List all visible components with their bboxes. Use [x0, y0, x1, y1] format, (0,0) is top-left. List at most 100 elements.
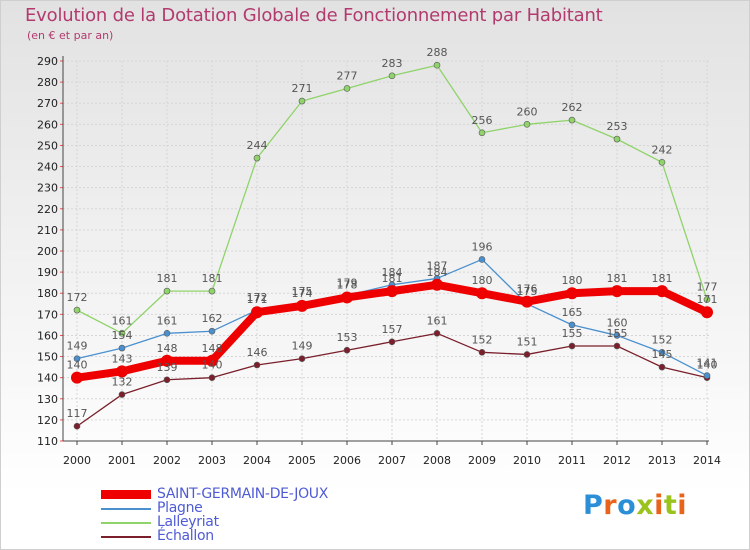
data-point-plagne-2011: [568, 321, 576, 329]
y-tick-label-280: 280: [37, 76, 58, 89]
data-label-lalleyriat-2008: 288: [427, 46, 448, 59]
data-label-echallon-2010: 151: [517, 335, 538, 348]
legend-label-saint-germain: SAINT-GERMAIN-DE-JOUX: [157, 486, 329, 502]
x-tick-label-2010: 2010: [513, 454, 541, 467]
data-label-plagne-2014: 141: [697, 357, 718, 370]
data-point-lalleyriat-2012: [613, 135, 621, 143]
x-tick-label-2008: 2008: [423, 454, 451, 467]
data-point-plagne-2014: [703, 372, 711, 379]
data-point-plagne-2001: [118, 344, 126, 352]
data-point-plagne-2002: [163, 330, 171, 337]
y-tick-label-290: 290: [37, 55, 58, 68]
data-label-plagne-2013: 152: [652, 333, 673, 346]
legend-item-saint-germain[interactable]: SAINT-GERMAIN-DE-JOUX: [101, 486, 401, 503]
data-label-plagne-2004: 172: [247, 291, 268, 304]
data-label-plagne-2011: 165: [562, 306, 583, 319]
data-label-plagne-2009: 196: [472, 240, 493, 253]
y-tick-label-110: 110: [37, 435, 58, 448]
legend-label-plagne: Plagne: [157, 500, 203, 516]
legend-swatch-plagne: [101, 508, 151, 510]
data-point-echallon-2008: [433, 330, 441, 337]
y-tick-label-270: 270: [37, 97, 58, 110]
data-point-saint-germain-de-joux-2000: [71, 371, 83, 384]
data-point-plagne-2013: [658, 349, 666, 356]
data-point-saint-germain-de-joux-2002: [161, 354, 173, 367]
data-label-echallon-2009: 152: [472, 333, 493, 346]
data-label-lalleyriat-2011: 262: [562, 101, 583, 114]
data-point-echallon-2011: [568, 342, 576, 350]
y-tick-label-130: 130: [37, 393, 58, 406]
data-point-lalleyriat-2006: [343, 85, 351, 92]
data-point-echallon-2012: [613, 342, 621, 350]
data-point-plagne-2003: [208, 327, 216, 335]
data-label-lalleyriat-2004: 244: [247, 139, 268, 152]
data-point-plagne-2000: [73, 355, 81, 362]
data-point-saint-germain-de-joux-2005: [296, 299, 308, 312]
data-label-echallon-2003: 140: [202, 359, 223, 372]
data-label-saint-germain-de-joux-2000: 140: [67, 359, 88, 372]
y-tick-label-250: 250: [37, 139, 58, 152]
data-label-echallon-2001: 132: [112, 376, 133, 389]
data-label-echallon-2002: 139: [157, 361, 178, 374]
data-point-plagne-2009: [478, 256, 486, 263]
legend-item-plagne[interactable]: Plagne: [101, 500, 401, 517]
data-point-saint-germain-de-joux-2013: [656, 285, 668, 298]
data-point-lalleyriat-2001: [118, 330, 126, 337]
data-point-echallon-2004: [253, 361, 261, 369]
data-point-lalleyriat-2003: [208, 287, 216, 295]
data-label-plagne-2008: 187: [427, 259, 448, 272]
data-label-lalleyriat-2009: 256: [472, 114, 493, 127]
data-point-saint-germain-de-joux-2001: [116, 365, 128, 378]
x-tick-label-2014: 2014: [693, 454, 721, 467]
data-label-plagne-2002: 161: [157, 314, 178, 327]
data-point-echallon-2005: [298, 355, 306, 362]
data-label-lalleyriat-2003: 181: [202, 272, 223, 285]
data-label-saint-germain-de-joux-2006: 178: [337, 278, 358, 291]
data-point-lalleyriat-2007: [388, 72, 396, 80]
data-point-saint-germain-de-joux-2006: [341, 291, 353, 304]
data-point-lalleyriat-2014: [703, 296, 711, 303]
data-point-lalleyriat-2013: [658, 159, 666, 166]
data-label-plagne-2003: 162: [202, 312, 223, 325]
y-tick-label-220: 220: [37, 203, 58, 216]
data-point-saint-germain-de-joux-2009: [476, 287, 488, 300]
data-point-echallon-2002: [163, 376, 171, 384]
data-label-lalleyriat-2013: 242: [652, 143, 673, 156]
data-point-lalleyriat-2011: [568, 116, 576, 124]
data-point-saint-germain-de-joux-2014: [701, 306, 713, 319]
legend-item-echallon[interactable]: Échallon: [101, 528, 401, 545]
y-tick-label-260: 260: [37, 118, 58, 131]
y-tick-label-210: 210: [37, 224, 58, 237]
legend-swatch-saint-germain: [101, 490, 151, 499]
data-label-plagne-2007: 184: [382, 266, 403, 279]
y-tick-label-200: 200: [37, 245, 58, 258]
data-point-lalleyriat-2002: [163, 287, 171, 295]
data-point-echallon-2003: [208, 374, 216, 381]
data-label-saint-germain-de-joux-2001: 143: [112, 352, 133, 365]
data-label-lalleyriat-2006: 277: [337, 69, 358, 82]
data-point-echallon-2000: [73, 422, 81, 430]
data-label-lalleyriat-2005: 271: [292, 82, 313, 95]
x-tick-label-2004: 2004: [243, 454, 271, 467]
x-tick-label-2001: 2001: [108, 454, 136, 467]
y-tick-label-150: 150: [37, 351, 58, 364]
data-label-plagne-2001: 154: [112, 329, 133, 342]
legend-item-lalleyriat[interactable]: Lalleyriat: [101, 514, 401, 531]
data-label-echallon-2008: 161: [427, 314, 448, 327]
data-label-saint-germain-de-joux-2008: 184: [427, 266, 448, 279]
data-label-saint-germain-de-joux-2014: 171: [697, 293, 718, 306]
data-label-saint-germain-de-joux-2002: 148: [157, 342, 178, 355]
y-tick-label-180: 180: [37, 287, 58, 300]
data-label-plagne-2000: 149: [67, 340, 88, 353]
data-point-lalleyriat-2009: [478, 129, 486, 137]
data-label-lalleyriat-2012: 253: [607, 120, 628, 133]
chart-title: Evolution de la Dotation Globale de Fonc…: [25, 5, 603, 26]
data-label-saint-germain-de-joux-2013: 181: [652, 272, 673, 285]
data-label-plagne-2006: 179: [337, 276, 358, 289]
data-point-saint-germain-de-joux-2003: [206, 354, 218, 367]
data-point-echallon-2010: [523, 351, 531, 358]
data-label-echallon-2005: 149: [292, 340, 313, 353]
data-label-echallon-2000: 117: [67, 407, 88, 420]
